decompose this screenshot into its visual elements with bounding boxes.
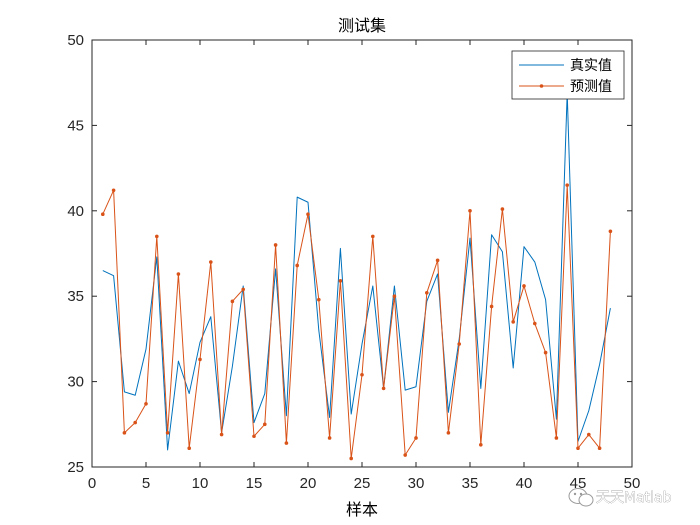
legend-marker-2 — [539, 84, 544, 88]
x-tick-label: 5 — [142, 475, 150, 492]
x-tick-label: 35 — [462, 475, 479, 492]
series-2-point — [371, 234, 375, 239]
y-tick-label: 50 — [67, 32, 84, 49]
x-tick-label: 30 — [408, 475, 425, 492]
series-2-point — [489, 304, 494, 309]
y-tick-label: 30 — [67, 374, 84, 391]
y-tick-label: 45 — [67, 117, 84, 134]
x-tick-label: 15 — [246, 475, 263, 492]
series-2-point — [317, 297, 321, 302]
series-2-point — [554, 436, 559, 440]
series-2-point — [468, 209, 472, 213]
series-2-point — [543, 350, 548, 355]
series-2-point — [597, 446, 602, 451]
series-2-point — [144, 402, 148, 406]
series-2-point — [533, 321, 537, 326]
x-tick-label: 0 — [88, 475, 96, 492]
series-2-point — [522, 284, 526, 288]
chart-title: 测试集 — [338, 16, 386, 35]
y-tick-label: 35 — [67, 288, 84, 305]
series-2-point — [133, 420, 137, 425]
series-2-point — [230, 299, 235, 304]
series-2-point — [457, 342, 462, 346]
series-2-point — [349, 456, 354, 461]
x-tick-label: 25 — [354, 475, 371, 492]
series-2-point — [155, 234, 159, 239]
series-2-point — [327, 436, 332, 440]
series-layer — [101, 92, 613, 461]
series-2-point — [576, 446, 580, 451]
legend-label-2: 预测值 — [570, 79, 612, 95]
series-2-point — [187, 446, 191, 451]
series-2-point — [306, 212, 310, 217]
plot-area — [92, 40, 632, 467]
series-2-point — [392, 294, 397, 299]
series-2-point — [360, 372, 364, 377]
series-2-point — [295, 263, 300, 268]
x-tick-label: 45 — [570, 475, 587, 492]
series-2-point — [338, 279, 343, 283]
y-tick-label: 25 — [67, 459, 84, 476]
x-tick-label: 20 — [300, 475, 317, 492]
series-2-point — [122, 431, 127, 435]
wechat-logo-icon — [568, 488, 594, 507]
series-2-point — [511, 320, 515, 324]
series-2-point — [608, 229, 613, 234]
watermark: 天天Matlab — [568, 488, 672, 507]
series-2-point — [587, 432, 591, 437]
series-2-point — [565, 183, 569, 187]
series-2-point — [403, 453, 408, 457]
series-2-point — [381, 386, 386, 391]
series-2-point — [198, 357, 202, 362]
y-tick-label: 40 — [67, 203, 84, 220]
series-line-2 — [102, 184, 611, 459]
series-2-point — [219, 432, 224, 437]
ticks-layer: 0 5 10 15 20 25 30 35 40 45 50 25 30 35 40 45 50 — [67, 32, 640, 492]
series-2-point — [111, 188, 116, 193]
watermark-text: 天天Matlab — [596, 490, 672, 506]
series-2-point — [252, 434, 256, 439]
series-2-point — [435, 258, 440, 263]
series-2-point — [165, 431, 170, 435]
series-2-point — [414, 436, 418, 440]
series-2-point — [284, 441, 289, 445]
series-2-point — [101, 212, 105, 217]
series-2-point — [479, 442, 483, 447]
series-2-point — [500, 207, 505, 211]
x-axis-title: 样本 — [346, 500, 378, 519]
series-2-point — [273, 243, 278, 247]
series-2-point — [446, 431, 451, 435]
x-tick-label: 50 — [624, 475, 641, 492]
series-2-point — [209, 260, 213, 264]
x-tick-label: 40 — [516, 475, 533, 492]
x-tick-label: 10 — [192, 475, 209, 492]
series-2-point — [241, 287, 245, 292]
series-line-1 — [102, 92, 611, 451]
series-2-point — [263, 422, 267, 427]
series-2-point — [176, 272, 181, 276]
legend-label-1: 真实值 — [570, 58, 612, 74]
series-2-point — [425, 290, 429, 295]
legend-box — [511, 50, 625, 100]
